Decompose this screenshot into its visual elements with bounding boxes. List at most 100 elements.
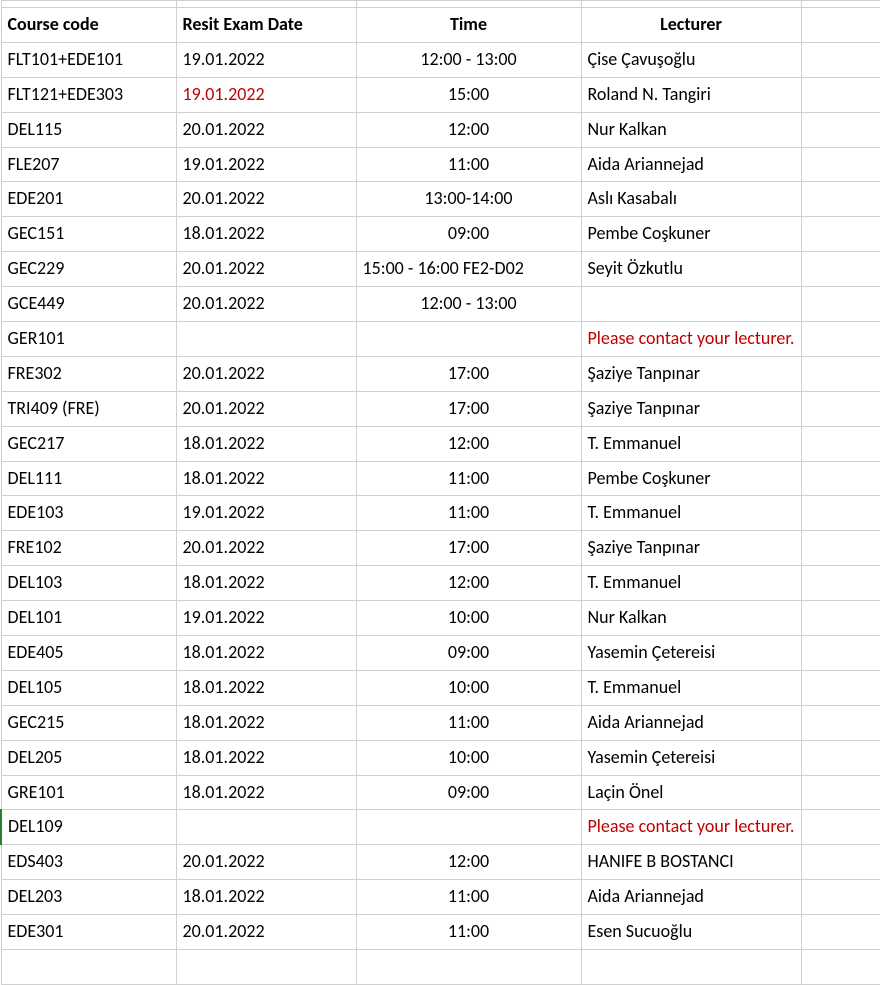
cell-lecturer: T. Emmanuel [581, 426, 801, 461]
cell-course-code: GER101 [1, 322, 176, 357]
cell-time [356, 810, 581, 845]
cell-blank [176, 950, 356, 985]
cell-blank [801, 461, 880, 496]
table-row: EDE20120.01.202213:00-14:00Aslı Kasabalı [1, 182, 880, 217]
cell-lecturer: Seyit Özkutlu [581, 252, 801, 287]
table-row: GEC15118.01.202209:00Pembe Coşkuner [1, 217, 880, 252]
cell-course-code: EDE201 [1, 182, 176, 217]
table-row: GRE10118.01.202209:00Laçin Önel [1, 775, 880, 810]
table-row: EDE10319.01.202211:00T. Emmanuel [1, 496, 880, 531]
cell-blank [801, 740, 880, 775]
cell-course-code: EDE405 [1, 636, 176, 671]
cell-blank [801, 147, 880, 182]
cell-course-code: DEL115 [1, 112, 176, 147]
cell-lecturer: Aida Ariannejad [581, 705, 801, 740]
cell-blank [801, 670, 880, 705]
cell-lecturer: HANIFE B BOSTANCI [581, 845, 801, 880]
cell-resit-date [176, 810, 356, 845]
cell-time: 17:00 [356, 356, 581, 391]
cell-course-code: DEL101 [1, 601, 176, 636]
cell-time: 11:00 [356, 496, 581, 531]
table-row: DEL11118.01.202211:00Pembe Coşkuner [1, 461, 880, 496]
cell-resit-date: 18.01.2022 [176, 740, 356, 775]
cell-lecturer: Laçin Önel [581, 775, 801, 810]
cell-lecturer: Aslı Kasabalı [581, 182, 801, 217]
cell-blank [581, 950, 801, 985]
cell-lecturer: Şaziye Tanpınar [581, 391, 801, 426]
cell-blank [801, 496, 880, 531]
cell-time: 12:00 [356, 426, 581, 461]
cell-blank [801, 566, 880, 601]
cell-lecturer [581, 287, 801, 322]
cell-resit-date: 20.01.2022 [176, 391, 356, 426]
cell-blank [356, 950, 581, 985]
header-row: Course code Resit Exam Date Time Lecture… [1, 8, 880, 43]
cell-time: 12:00 [356, 112, 581, 147]
cell-lecturer: Please contact your lecturer. [581, 810, 801, 845]
cell-resit-date: 20.01.2022 [176, 915, 356, 950]
cell-blank [801, 601, 880, 636]
cell-lecturer: Çise Çavuşoğlu [581, 42, 801, 77]
table-row: FLT101+EDE10119.01.202212:00 - 13:00Çise… [1, 42, 880, 77]
table-row: EDE30120.01.202211:00Esen Sucuoğlu [1, 915, 880, 950]
cell-lecturer: T. Emmanuel [581, 496, 801, 531]
cell-course-code: DEL111 [1, 461, 176, 496]
cell-blank [801, 1, 880, 8]
cell-lecturer: Aida Ariannejad [581, 147, 801, 182]
table-row: DEL11520.01.202212:00Nur Kalkan [1, 112, 880, 147]
blank-row [1, 1, 880, 8]
cell-lecturer: Aida Ariannejad [581, 880, 801, 915]
cell-blank [1, 950, 176, 985]
header-lecturer: Lecturer [581, 8, 801, 43]
cell-blank [801, 845, 880, 880]
blank-row [1, 950, 880, 985]
cell-resit-date: 20.01.2022 [176, 845, 356, 880]
cell-time: 09:00 [356, 636, 581, 671]
cell-lecturer: Şaziye Tanpınar [581, 531, 801, 566]
cell-resit-date [176, 322, 356, 357]
cell-course-code: EDE301 [1, 915, 176, 950]
table-row: FLT121+EDE30319.01.202215:00Roland N. Ta… [1, 77, 880, 112]
table-row: DEL10518.01.202210:00T. Emmanuel [1, 670, 880, 705]
cell-course-code: DEL205 [1, 740, 176, 775]
cell-resit-date: 19.01.2022 [176, 147, 356, 182]
table-row: DEL10119.01.202210:00Nur Kalkan [1, 601, 880, 636]
cell-blank [356, 1, 581, 8]
cell-course-code: TRI409 (FRE) [1, 391, 176, 426]
cell-course-code: GEC215 [1, 705, 176, 740]
cell-blank [801, 42, 880, 77]
cell-lecturer: Pembe Coşkuner [581, 217, 801, 252]
cell-time: 17:00 [356, 531, 581, 566]
cell-resit-date: 19.01.2022 [176, 601, 356, 636]
cell-resit-date: 20.01.2022 [176, 356, 356, 391]
cell-course-code: GRE101 [1, 775, 176, 810]
cell-blank [801, 775, 880, 810]
cell-resit-date: 18.01.2022 [176, 217, 356, 252]
table-row: GEC21718.01.202212:00T. Emmanuel [1, 426, 880, 461]
cell-course-code: GEC151 [1, 217, 176, 252]
cell-resit-date: 20.01.2022 [176, 252, 356, 287]
cell-resit-date: 20.01.2022 [176, 182, 356, 217]
table-row: FRE10220.01.202217:00Şaziye Tanpınar [1, 531, 880, 566]
cell-resit-date: 19.01.2022 [176, 496, 356, 531]
cell-time: 17:00 [356, 391, 581, 426]
cell-blank [801, 705, 880, 740]
cell-resit-date: 18.01.2022 [176, 705, 356, 740]
table-row: EDE40518.01.202209:00Yasemin Çetereisi [1, 636, 880, 671]
cell-resit-date: 20.01.2022 [176, 531, 356, 566]
cell-lecturer: Pembe Coşkuner [581, 461, 801, 496]
cell-blank [801, 112, 880, 147]
cell-course-code: GEC229 [1, 252, 176, 287]
cell-time: 11:00 [356, 147, 581, 182]
cell-lecturer: Yasemin Çetereisi [581, 740, 801, 775]
cell-course-code: EDS403 [1, 845, 176, 880]
cell-resit-date: 18.01.2022 [176, 670, 356, 705]
cell-blank [801, 391, 880, 426]
cell-lecturer: Nur Kalkan [581, 112, 801, 147]
cell-blank [801, 182, 880, 217]
cell-time: 13:00-14:00 [356, 182, 581, 217]
cell-time: 11:00 [356, 880, 581, 915]
cell-blank [801, 531, 880, 566]
cell-lecturer: Roland N. Tangiri [581, 77, 801, 112]
cell-blank [801, 322, 880, 357]
